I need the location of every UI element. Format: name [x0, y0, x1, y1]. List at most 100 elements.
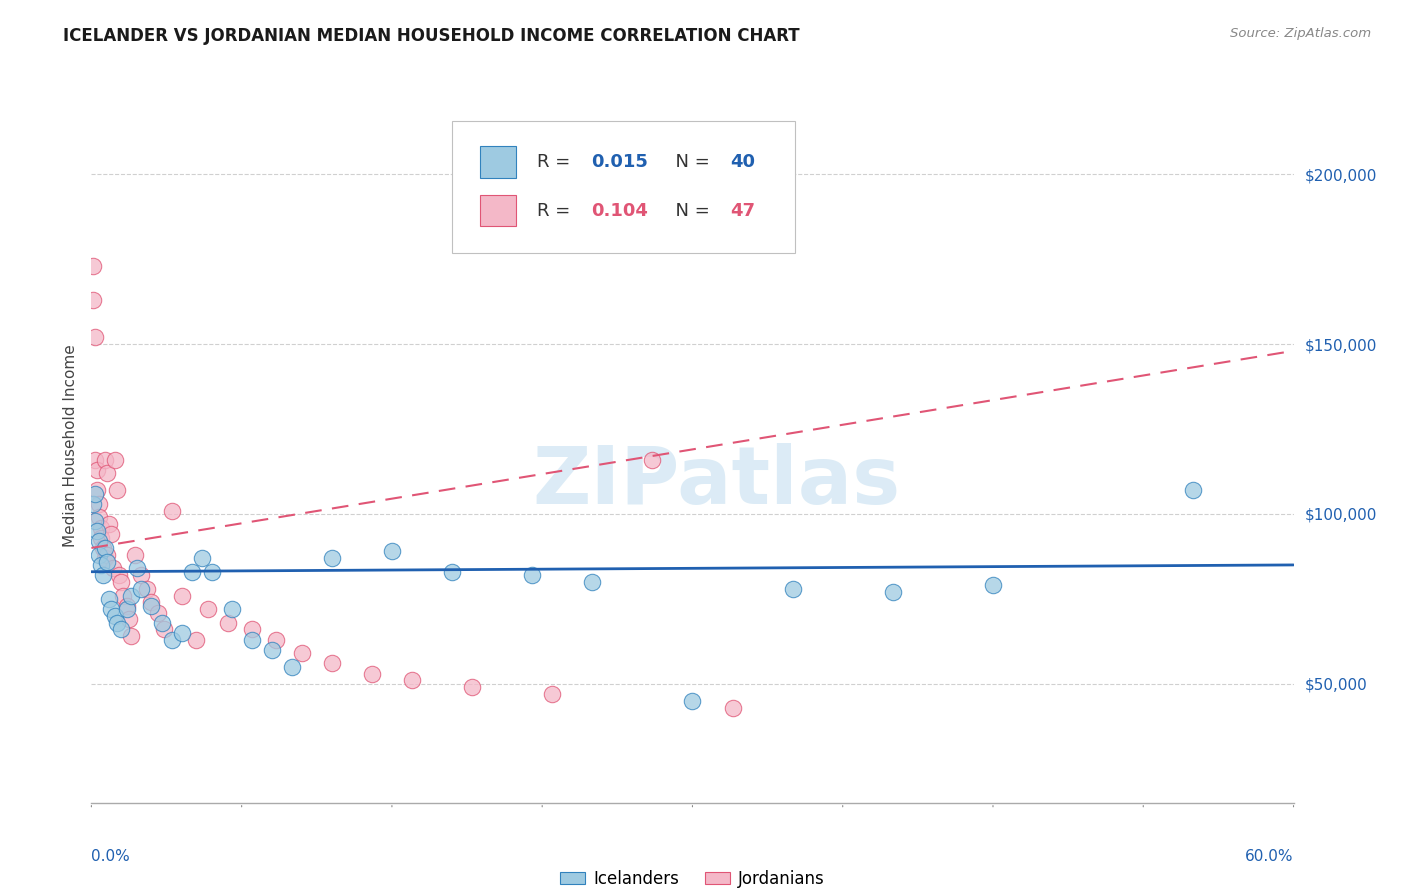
Point: [141, 599, 163, 613]
Point: [321, 551, 343, 566]
Point: [94, 452, 117, 467]
Point: [98, 517, 121, 532]
Text: 47: 47: [730, 202, 755, 219]
Point: [782, 582, 804, 596]
Point: [96, 555, 118, 569]
Point: [89, 534, 111, 549]
Point: [170, 589, 193, 603]
Point: [96, 466, 118, 480]
Point: [281, 660, 304, 674]
Point: [110, 623, 132, 637]
Point: [103, 561, 125, 575]
Point: [104, 452, 127, 467]
Point: [90, 520, 112, 534]
Point: [118, 612, 141, 626]
Point: [180, 565, 202, 579]
Point: [89, 510, 111, 524]
Point: [84, 452, 107, 467]
Point: [100, 527, 122, 541]
FancyBboxPatch shape: [479, 194, 516, 227]
Point: [260, 643, 283, 657]
Text: 0.015: 0.015: [592, 153, 648, 171]
Point: [117, 602, 139, 616]
FancyBboxPatch shape: [451, 121, 794, 253]
Text: N =: N =: [664, 153, 716, 171]
Point: [217, 615, 239, 630]
Point: [291, 646, 314, 660]
Point: [82, 259, 104, 273]
Point: [104, 608, 127, 623]
Point: [190, 551, 212, 566]
Point: [141, 595, 163, 609]
Point: [124, 548, 146, 562]
Point: [160, 632, 183, 647]
Text: R =: R =: [537, 202, 576, 219]
Point: [522, 568, 544, 582]
Point: [136, 582, 159, 596]
Point: [108, 568, 131, 582]
Text: N =: N =: [664, 202, 716, 219]
Point: [107, 615, 129, 630]
Point: [100, 602, 122, 616]
Point: [89, 497, 111, 511]
Point: [107, 483, 129, 498]
Point: [82, 293, 104, 307]
Point: [89, 548, 111, 562]
Legend: Icelanders, Jordanians: Icelanders, Jordanians: [554, 863, 831, 892]
Point: [681, 694, 703, 708]
Point: [360, 666, 382, 681]
Point: [1182, 483, 1205, 498]
Point: [197, 602, 219, 616]
Point: [84, 330, 107, 344]
Point: [127, 561, 149, 575]
Point: [93, 568, 115, 582]
Point: [581, 574, 603, 589]
Point: [152, 623, 174, 637]
Point: [146, 606, 169, 620]
Point: [121, 629, 143, 643]
Text: 0.0%: 0.0%: [91, 849, 131, 864]
Point: [461, 680, 484, 694]
Text: Source: ZipAtlas.com: Source: ZipAtlas.com: [1230, 27, 1371, 40]
Point: [981, 578, 1004, 592]
Point: [110, 574, 132, 589]
Point: [721, 700, 744, 714]
Point: [240, 632, 263, 647]
Point: [112, 589, 135, 603]
Point: [86, 463, 108, 477]
Point: [160, 503, 183, 517]
Text: ZIPatlas: ZIPatlas: [533, 442, 901, 521]
Point: [98, 591, 121, 606]
Point: [82, 497, 104, 511]
Point: [84, 486, 107, 500]
Text: 40: 40: [730, 153, 755, 171]
Point: [381, 544, 404, 558]
Point: [440, 565, 463, 579]
Point: [117, 599, 139, 613]
Text: 0.104: 0.104: [592, 202, 648, 219]
Point: [93, 541, 115, 555]
Point: [201, 565, 224, 579]
Point: [541, 687, 564, 701]
Point: [321, 657, 343, 671]
Point: [184, 632, 207, 647]
Point: [86, 524, 108, 538]
Point: [90, 531, 112, 545]
Point: [94, 551, 117, 566]
Text: R =: R =: [537, 153, 576, 171]
Point: [96, 548, 118, 562]
Point: [221, 602, 243, 616]
Y-axis label: Median Household Income: Median Household Income: [62, 344, 77, 548]
Point: [84, 514, 107, 528]
Point: [401, 673, 423, 688]
Point: [264, 632, 287, 647]
Point: [131, 582, 153, 596]
Point: [131, 568, 153, 582]
Point: [121, 589, 143, 603]
Point: [170, 626, 193, 640]
Point: [882, 585, 904, 599]
Point: [150, 615, 173, 630]
Text: ICELANDER VS JORDANIAN MEDIAN HOUSEHOLD INCOME CORRELATION CHART: ICELANDER VS JORDANIAN MEDIAN HOUSEHOLD …: [63, 27, 800, 45]
Point: [86, 483, 108, 498]
Point: [641, 452, 664, 467]
